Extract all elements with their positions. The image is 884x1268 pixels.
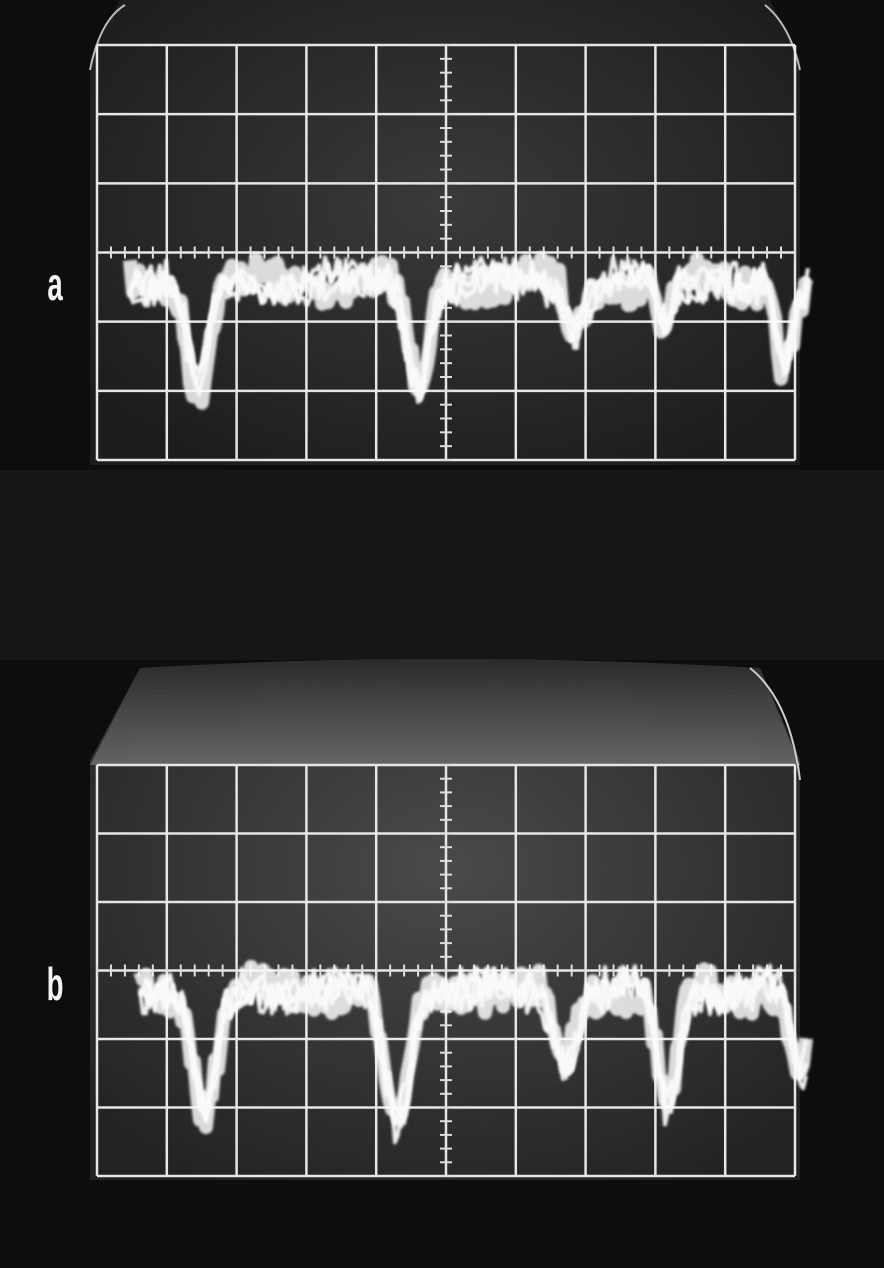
trace (138, 963, 808, 1145)
panel-label: b (47, 960, 64, 1011)
panel-label: a (47, 260, 63, 311)
screen-edge (749, 667, 801, 781)
gap-area (0, 470, 884, 660)
oscilloscope-layer (95, 43, 814, 1178)
trace (128, 257, 810, 400)
trace (129, 255, 810, 389)
screen-edge (764, 4, 801, 71)
screen-glow (90, 659, 800, 765)
screen-edge (89, 4, 126, 71)
